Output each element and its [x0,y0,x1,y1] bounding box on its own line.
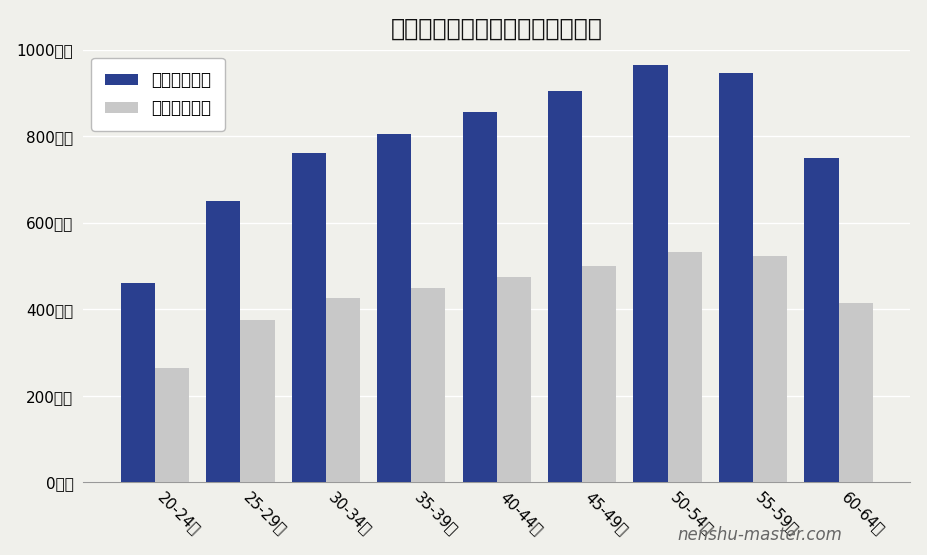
Bar [240,320,274,482]
Bar [412,289,446,482]
Bar [497,277,531,482]
Legend: 想定平均年収, 全国平均年収: 想定平均年収, 全国平均年収 [92,58,225,130]
Bar [325,299,360,482]
Bar [463,112,497,482]
Bar [633,65,667,482]
Bar [206,201,240,482]
Bar [667,251,702,482]
Bar [155,367,189,482]
Bar [292,153,325,482]
Bar [582,266,616,482]
Bar [839,302,872,482]
Title: 東日本高速道路の年齢別平均年収: 東日本高速道路の年齢別平均年収 [391,17,603,41]
Bar [548,90,582,482]
Bar [121,283,155,482]
Bar [377,134,412,482]
Text: nenshu-master.com: nenshu-master.com [678,526,843,544]
Bar [805,158,839,482]
Bar [753,256,787,482]
Bar [719,73,753,482]
